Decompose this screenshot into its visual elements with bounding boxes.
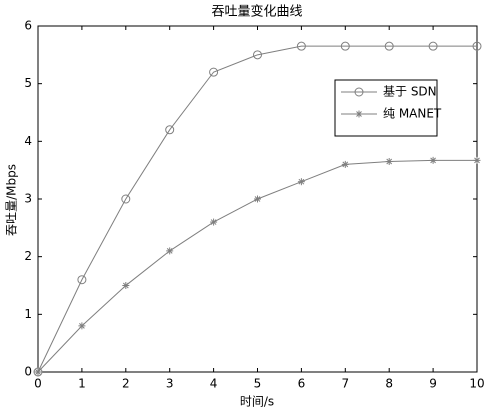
y-axis-label: 吞吐量/Mbps [5,164,19,236]
marker-stroke [210,219,217,225]
marker [385,158,393,166]
marker [121,194,131,204]
marker-stroke [35,369,41,375]
marker-stroke [122,282,129,289]
marker [166,247,174,255]
marker [34,368,42,376]
marker [472,41,482,51]
x-tick-label: 5 [254,377,262,391]
marker [210,218,218,226]
marker [78,322,86,330]
marker [209,67,219,77]
series-line [37,45,477,373]
marker-stroke [386,158,393,165]
marker [165,125,175,135]
marker [297,178,305,186]
x-tick-label: 1 [78,377,86,391]
legend-frame [334,79,438,137]
marker [428,41,438,51]
marker [77,275,87,285]
chart-title: 吞吐量变化曲线 [211,4,302,20]
y-tick-label: 5 [24,76,32,90]
legend-label: 纯 MANET [383,107,442,121]
x-tick-label: 7 [341,377,349,391]
marker [429,156,437,164]
legend-marker [354,87,364,97]
y-tick-label: 0 [24,365,32,379]
marker-stroke [254,196,261,202]
marker-stroke [474,157,480,164]
legend-label: 基于 SDN [383,85,437,99]
x-tick-label: 8 [385,377,393,391]
marker-stroke [79,323,85,329]
x-tick-label: 4 [210,377,218,391]
x-tick-label: 9 [429,377,437,391]
marker-stroke [342,161,349,168]
marker-stroke [430,157,436,164]
y-tick-label: 2 [24,249,32,263]
y-tick-label: 3 [24,192,32,206]
marker [33,367,43,377]
y-tick-label: 4 [24,134,32,148]
legend-marker [355,110,363,118]
x-tick-label: 10 [469,377,484,391]
marker [473,156,481,164]
marker [296,41,306,51]
marker [254,195,261,203]
marker-stroke [356,111,362,117]
marker-stroke [166,248,173,254]
x-tick-label: 6 [298,377,306,391]
marker [384,41,394,51]
marker [122,282,130,289]
y-tick-label: 6 [24,19,32,33]
x-tick-label: 2 [122,377,130,391]
marker [341,160,349,168]
x-tick-label: 3 [166,377,174,391]
x-tick-label: 0 [34,377,42,391]
legend: 基于 SDN 纯 MANET [334,79,442,137]
marker [340,41,350,51]
marker-stroke [298,178,305,185]
x-axis-label: 时间/s [240,395,274,409]
marker [253,50,262,60]
y-tick-label: 1 [24,307,32,321]
